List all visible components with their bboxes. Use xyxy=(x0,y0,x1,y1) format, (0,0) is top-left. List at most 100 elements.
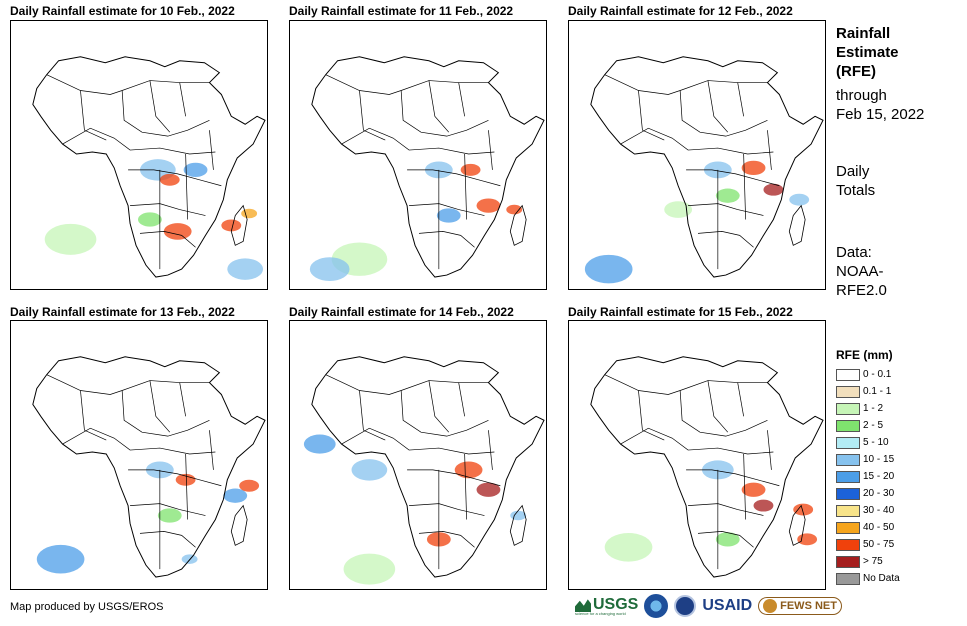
africa-map xyxy=(584,56,824,284)
legend-swatch xyxy=(836,453,860,466)
country-border xyxy=(179,382,186,417)
country-border xyxy=(128,469,222,487)
side-title-line: Rainfall xyxy=(836,25,891,42)
country-border xyxy=(428,80,450,133)
rainfall-area xyxy=(753,499,774,512)
country-border xyxy=(139,231,196,248)
legend-swatch xyxy=(836,572,860,585)
panel-title: Daily Rainfall estimate for 13 Feb., 202… xyxy=(10,305,235,319)
rainfall-area xyxy=(241,208,258,219)
rainfall-area xyxy=(604,532,653,562)
country-border xyxy=(620,427,774,455)
daily-totals-line: Daily xyxy=(836,163,870,180)
data-source-line: Data: xyxy=(836,244,872,261)
country-border xyxy=(46,74,210,95)
country-border xyxy=(62,427,216,455)
legend-label: 30 - 40 xyxy=(863,505,895,516)
data-source-line: RFE2.0 xyxy=(836,282,887,299)
country-border xyxy=(620,127,774,155)
rainfall-map-12-feb xyxy=(568,20,826,290)
panel-title: Daily Rainfall estimate for 10 Feb., 202… xyxy=(10,4,235,18)
usgs-logo-text: USGS xyxy=(593,596,639,613)
rainfall-area xyxy=(741,160,766,176)
rainfall-area xyxy=(476,482,501,497)
rainfall-area xyxy=(303,434,336,454)
country-border xyxy=(688,203,764,216)
country-border xyxy=(464,453,467,520)
country-border xyxy=(400,90,489,137)
continent-outline xyxy=(590,56,824,278)
rainfall-area xyxy=(789,193,810,206)
country-border xyxy=(488,430,493,470)
country-border xyxy=(686,469,780,487)
through-label: through xyxy=(836,87,887,104)
legend-label: 0 - 0.1 xyxy=(863,369,892,380)
date-label: Feb 15, 2022 xyxy=(836,106,925,123)
legend-title: RFE (mm) xyxy=(836,348,893,362)
island-outline xyxy=(788,504,806,546)
rainfall-area xyxy=(44,223,97,255)
legend: 0 - 0.1 0.1 - 1 1 - 2 2 - 5 5 - 10 10 - 15 15 … xyxy=(836,366,900,587)
legend-item: No Data xyxy=(836,570,900,587)
country-border xyxy=(737,82,744,117)
fews-net-logo-text: FEWS NET xyxy=(780,600,837,612)
rainfall-area xyxy=(584,254,633,284)
continent-outline xyxy=(590,356,824,578)
island-outline xyxy=(230,504,248,546)
rainfall-area xyxy=(239,479,260,492)
country-border xyxy=(139,531,196,548)
island-outline xyxy=(230,204,248,246)
side-title: Rainfall Estimate (RFE) xyxy=(836,24,899,81)
rainfall-area xyxy=(715,532,740,547)
country-border xyxy=(130,203,206,216)
legend-item: 0 - 0.1 xyxy=(836,366,900,383)
legend-item: 30 - 40 xyxy=(836,502,900,519)
legend-item: 1 - 2 xyxy=(836,400,900,417)
country-border xyxy=(767,130,772,170)
panel-title: Daily Rainfall estimate for 15 Feb., 202… xyxy=(568,305,793,319)
rainfall-area xyxy=(351,459,388,481)
legend-swatch xyxy=(836,419,860,432)
country-border xyxy=(688,503,764,516)
rainfall-area xyxy=(163,223,192,240)
legend-swatch xyxy=(836,402,860,415)
country-border xyxy=(409,503,485,516)
country-border xyxy=(767,430,772,470)
country-border xyxy=(179,82,186,117)
country-border xyxy=(407,169,501,187)
legend-item: > 75 xyxy=(836,553,900,570)
globe-icon xyxy=(763,599,778,613)
rainfall-area xyxy=(715,188,740,203)
country-border xyxy=(707,380,729,433)
daily-totals: Daily Totals xyxy=(836,162,875,200)
rainfall-area xyxy=(763,183,784,196)
country-border xyxy=(458,82,465,117)
through-date: through Feb 15, 2022 xyxy=(836,86,924,124)
legend-label: 5 - 10 xyxy=(863,437,889,448)
legend-label: 40 - 50 xyxy=(863,522,895,533)
rainfall-area xyxy=(510,510,527,521)
country-border xyxy=(604,74,768,95)
usgs-tagline: science for a changing world xyxy=(575,611,626,616)
legend-swatch xyxy=(836,555,860,568)
country-border xyxy=(428,380,450,433)
data-source: Data: NOAA- RFE2.0 xyxy=(836,243,887,300)
legend-label: 15 - 20 xyxy=(863,471,895,482)
rainfall-area xyxy=(454,461,483,479)
country-border xyxy=(697,531,754,548)
rainfall-area xyxy=(460,163,481,176)
country-border xyxy=(743,453,746,520)
rainfall-area xyxy=(227,258,264,280)
country-border xyxy=(464,153,467,220)
island-outline xyxy=(509,204,527,246)
country-border xyxy=(209,130,214,170)
country-border xyxy=(62,127,216,155)
continent-outline xyxy=(32,56,266,278)
legend-label: > 75 xyxy=(863,556,883,567)
daily-totals-line: Totals xyxy=(836,182,876,199)
rainfall-area xyxy=(221,219,242,232)
country-border xyxy=(679,90,768,137)
legend-label: 20 - 30 xyxy=(863,488,895,499)
country-border xyxy=(707,80,729,133)
country-border xyxy=(409,203,485,216)
